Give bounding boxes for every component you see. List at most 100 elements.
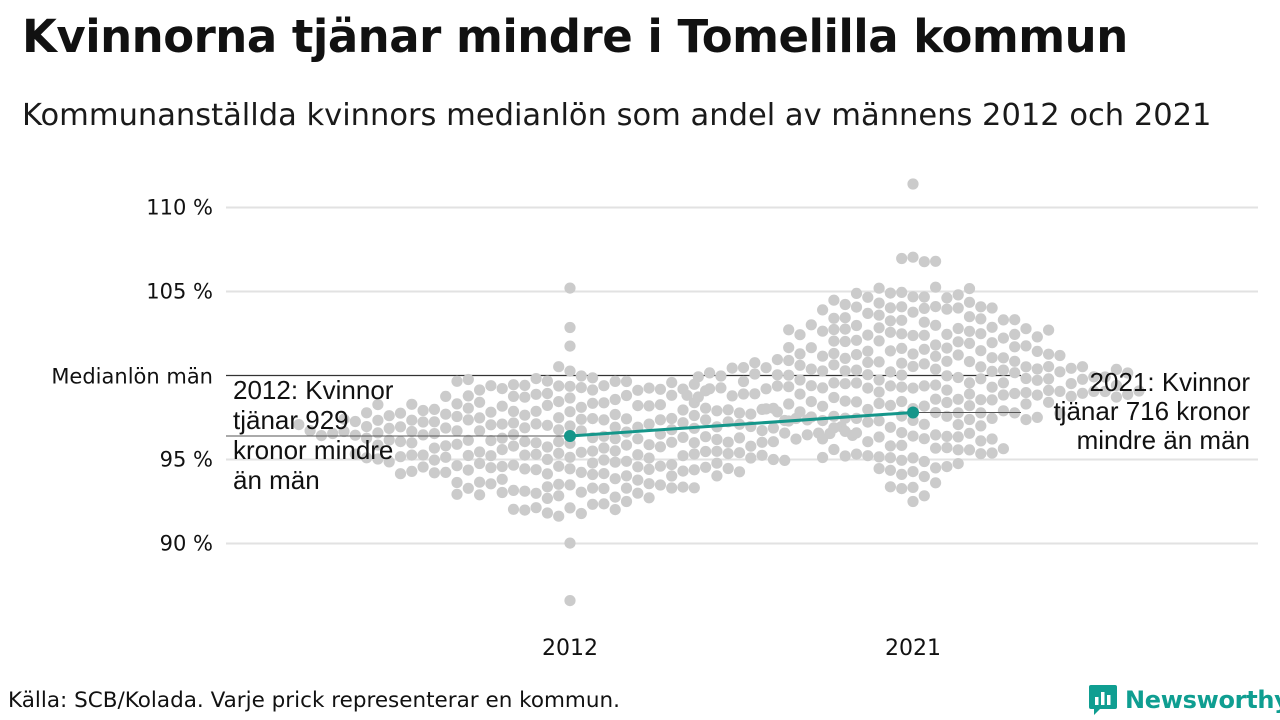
kommun-dot	[1020, 387, 1032, 399]
kommun-dot	[598, 498, 610, 510]
kommun-dot	[862, 345, 874, 357]
kommun-dot	[507, 417, 520, 429]
kommun-dot	[952, 349, 964, 361]
kommun-dot	[553, 380, 565, 392]
kommun-dot	[1065, 362, 1077, 374]
kommun-dot	[564, 537, 576, 549]
kommun-dot	[620, 470, 633, 482]
kommun-dot	[722, 448, 734, 460]
kommun-dot	[952, 336, 964, 348]
kommun-dot	[952, 444, 964, 456]
kommun-dot	[907, 178, 919, 190]
kommun-dot	[440, 390, 452, 402]
kommun-dot	[541, 468, 554, 480]
kommun-dot	[839, 450, 851, 462]
kommun-dot	[620, 375, 633, 388]
kommun-dot	[474, 396, 486, 408]
kommun-dot	[783, 381, 795, 393]
kommun-dot	[918, 380, 930, 392]
kommun-dot	[963, 377, 976, 389]
kommun-dot	[451, 398, 463, 410]
kommun-dot	[986, 302, 998, 314]
kommun-dot	[873, 397, 885, 410]
kommun-dot	[620, 482, 633, 494]
kommun-dot	[997, 405, 1010, 417]
kommun-dot	[952, 322, 964, 335]
kommun-dot	[963, 400, 976, 412]
kommun-dot	[805, 380, 817, 392]
kommun-dot	[485, 380, 497, 392]
kommun-dot	[587, 372, 599, 384]
kommun-dot	[564, 451, 576, 463]
kommun-dot	[451, 476, 463, 489]
kommun-dot	[609, 408, 621, 421]
kommun-dot	[722, 436, 734, 448]
kommun-dot	[496, 473, 508, 485]
kommun-dot	[598, 468, 610, 480]
kommun-dot	[553, 396, 565, 408]
grid-lines	[226, 206, 1258, 545]
kommun-dot	[771, 406, 784, 418]
kommun-dot	[839, 395, 851, 407]
kommun-dot	[519, 422, 531, 434]
kommun-dot	[930, 281, 942, 293]
kommun-dot	[896, 381, 908, 393]
kommun-dot	[930, 429, 942, 441]
kommun-dot	[677, 417, 689, 429]
kommun-dot	[564, 392, 576, 404]
newsworthy-logo[interactable]: Newsworthy	[1088, 683, 1280, 717]
kommun-dot	[733, 432, 746, 444]
kommun-dot	[440, 440, 452, 452]
kommun-dot	[941, 396, 953, 409]
kommun-dot	[930, 363, 942, 375]
kommun-dot	[1133, 385, 1145, 397]
kommun-dot	[704, 383, 716, 395]
kommun-dot	[1020, 398, 1032, 410]
kommun-dot	[862, 307, 874, 319]
kommun-dot	[975, 435, 987, 447]
kommun-dot	[474, 384, 486, 396]
tomelilla-point-2012	[564, 429, 576, 442]
kommun-dot	[632, 384, 644, 396]
kommun-dot	[839, 365, 851, 377]
kommun-dot	[496, 432, 508, 444]
kommun-dot	[986, 381, 998, 393]
annotation-2021-line: 2021: Kvinnor	[1090, 367, 1251, 397]
kommun-dot	[986, 433, 998, 445]
kommun-dot	[767, 453, 780, 466]
kommun-dot	[873, 374, 885, 386]
kommun-dot	[541, 481, 554, 493]
kommun-dot	[394, 468, 407, 480]
kommun-dot	[677, 481, 689, 493]
kommun-dot	[530, 448, 542, 460]
kommun-dot	[1076, 373, 1089, 385]
kommun-dot	[474, 489, 486, 501]
kommun-dot	[462, 373, 474, 386]
annotation-2012-line: 2012: Kvinnor	[233, 375, 394, 405]
kommun-dot	[794, 388, 806, 400]
kommun-dot	[850, 349, 863, 361]
kommun-dot	[587, 384, 599, 396]
kommun-dot	[1088, 371, 1100, 383]
kommun-dot	[666, 470, 678, 482]
kommun-dot	[643, 382, 655, 394]
kommun-dot	[1043, 361, 1055, 373]
kommun-dot	[666, 459, 678, 471]
kommun-dot	[609, 393, 621, 406]
y-axis-ticks: 90 % 95 % 105 % 110 %	[146, 196, 213, 556]
kommun-dot	[771, 380, 784, 392]
kommun-dot	[907, 306, 919, 318]
kommun-dot	[733, 447, 746, 459]
kommun-dot	[975, 328, 987, 340]
kommun-dot	[451, 460, 463, 472]
kommun-dot	[485, 406, 497, 418]
chart-title: Kvinnorna tjänar mindre i Tomelilla komm…	[22, 10, 1128, 63]
kommun-dot	[749, 368, 761, 380]
kommun-dot	[794, 374, 806, 386]
kommun-dot	[828, 312, 840, 324]
kommun-dot	[828, 323, 840, 336]
kommun-dot	[771, 369, 784, 381]
kommun-dot	[609, 473, 621, 485]
kommun-dot	[805, 363, 817, 375]
kommun-dot	[805, 396, 817, 408]
